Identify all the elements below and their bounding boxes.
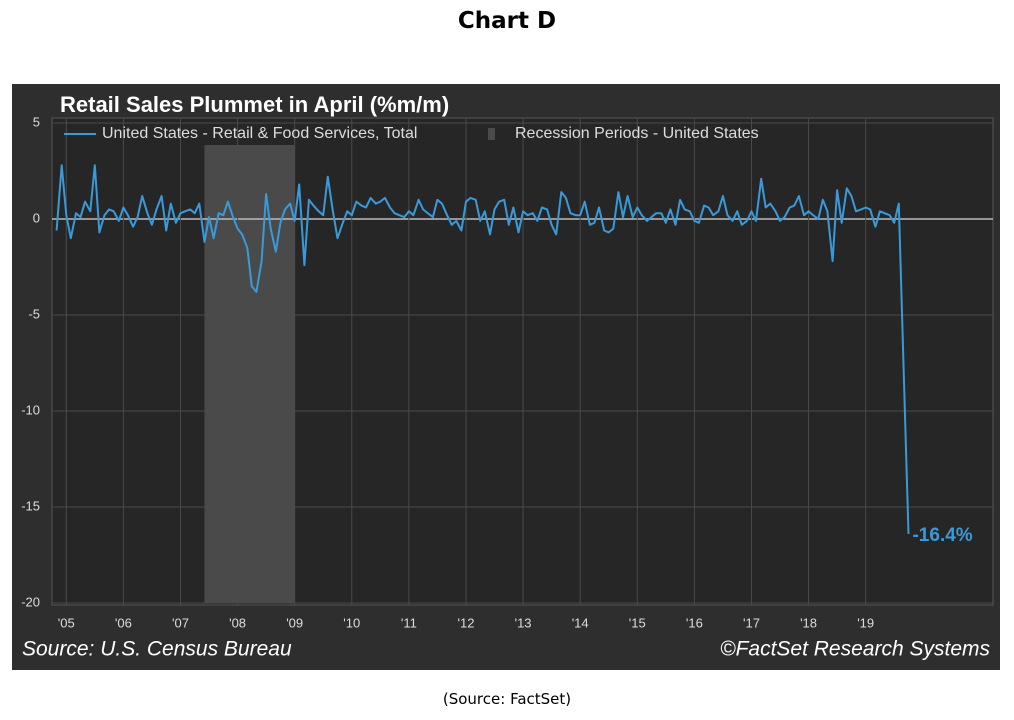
legend-label: United States - Retail & Food Services, … [102,125,417,142]
recession-band [204,145,295,603]
y-tick-label: -15 [21,498,40,513]
x-tick-label: '12 [457,615,474,630]
source: Source: U.S. Census Bureau [22,638,292,661]
legend-swatch [488,128,495,140]
x-tick-label: '10 [343,615,360,630]
chart: Retail Sales Plummet in April (%m/m) Sou… [12,84,1000,670]
y-tick-label: -20 [21,594,40,609]
chart-title: Retail Sales Plummet in April (%m/m) [60,92,449,117]
x-tick-label: '09 [286,615,303,630]
x-tick-label: '15 [629,615,646,630]
x-tick-label: '16 [686,615,703,630]
footer: (Source: FactSet) [442,690,572,708]
x-tick-label: '19 [857,615,874,630]
x-tick-label: '13 [515,615,532,630]
y-tick-label: -10 [21,402,40,417]
legend-label: Recession Periods - United States [515,125,759,142]
annotation: -16.4% [912,525,972,546]
heading: Chart D [457,8,557,34]
x-tick-label: '05 [58,615,75,630]
y-tick-label: 5 [33,114,40,129]
y-tick-label: 0 [33,210,40,225]
copyright: ©FactSet Research Systems [720,638,990,661]
plot-area [51,117,994,606]
x-tick-label: '07 [172,615,189,630]
x-tick-label: '17 [743,615,760,630]
series-line [55,164,910,534]
x-tick-label: '11 [401,615,417,630]
x-tick-label: '06 [115,615,132,630]
x-tick-label: '08 [229,615,246,630]
x-tick-label: '18 [800,615,817,630]
x-tick-label: '14 [572,615,589,630]
y-tick-label: -5 [28,306,40,321]
